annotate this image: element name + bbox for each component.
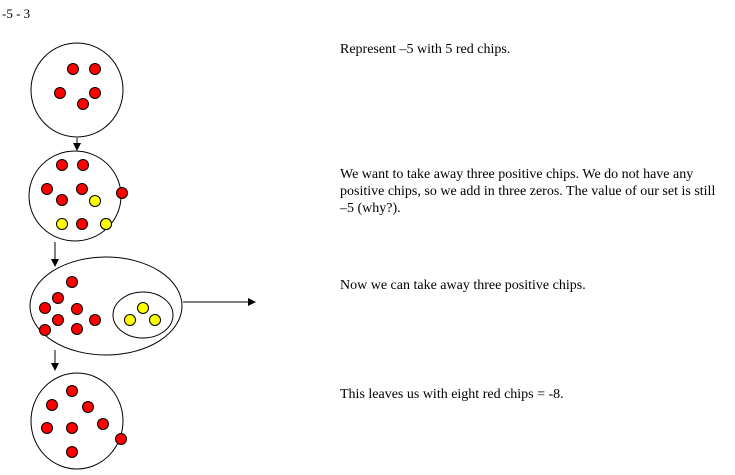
step-2-text: We want to take away three positive chip… <box>340 167 716 216</box>
red-chip <box>39 324 51 336</box>
red-chip <box>46 399 58 411</box>
red-chip <box>89 63 101 75</box>
yellow-chip <box>149 314 161 326</box>
red-chip <box>52 292 64 304</box>
set-oval-step-1 <box>30 42 124 138</box>
red-chip <box>76 183 88 195</box>
step-1-text: Represent –5 with 5 red chips. <box>340 42 511 57</box>
red-chip <box>77 159 89 171</box>
red-chip <box>41 183 53 195</box>
step-3-text: Now we can take away three positive chip… <box>340 278 586 293</box>
yellow-chip <box>89 195 101 207</box>
red-chip <box>77 98 89 110</box>
red-chip <box>66 422 78 434</box>
yellow-chip <box>124 314 136 326</box>
set-oval-step-4 <box>30 372 124 470</box>
set-oval-step-3 <box>29 256 183 356</box>
red-chip <box>71 323 83 335</box>
red-chip <box>56 194 68 206</box>
red-chip <box>52 314 64 326</box>
red-chip <box>56 159 68 171</box>
red-chip <box>97 418 109 430</box>
red-chip <box>54 87 66 99</box>
red-chip <box>71 303 83 315</box>
red-chip <box>116 187 128 199</box>
red-chip <box>66 446 78 458</box>
yellow-chip <box>137 302 149 314</box>
red-chip <box>39 302 51 314</box>
red-chip <box>66 276 78 288</box>
red-chip <box>66 385 78 397</box>
step-4-text: This leaves us with eight red chips = -8… <box>340 387 564 402</box>
yellow-chip <box>56 218 68 230</box>
red-chip <box>67 63 79 75</box>
red-chip <box>41 422 53 434</box>
red-chip <box>89 87 101 99</box>
red-chip <box>76 218 88 230</box>
red-chip <box>82 401 94 413</box>
yellow-chip <box>100 218 112 230</box>
red-chip <box>115 433 127 445</box>
problem-expression: -5 - 3 <box>2 6 31 21</box>
red-chip <box>89 314 101 326</box>
removed-group-oval <box>112 291 174 339</box>
